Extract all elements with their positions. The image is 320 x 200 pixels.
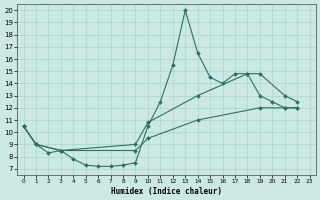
X-axis label: Humidex (Indice chaleur): Humidex (Indice chaleur) — [111, 187, 222, 196]
